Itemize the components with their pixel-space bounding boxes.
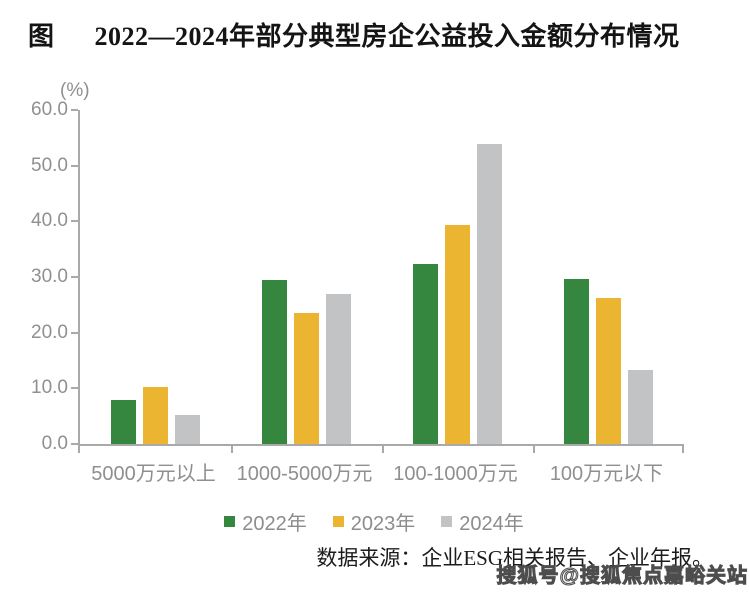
bar-2024年 <box>326 294 351 444</box>
legend-swatch <box>224 516 236 527</box>
y-tick <box>71 109 78 111</box>
y-tick-label: 0.0 <box>41 433 68 454</box>
y-axis-unit-label: (%) <box>60 80 90 101</box>
y-tick <box>71 164 78 167</box>
x-axis-labels: 5000万元以上 1000-5000万元 100-1000万元 100万元以下 <box>78 457 682 486</box>
legend-label: 2024年 <box>459 513 524 535</box>
legend-swatch <box>332 516 344 527</box>
legend-item: 2024年 <box>441 507 524 536</box>
y-tick-label: 10.0 <box>31 377 68 399</box>
y-tick-label: 50.0 <box>31 154 68 176</box>
bar-2022年 <box>564 279 589 444</box>
legend-label: 2022年 <box>242 513 307 535</box>
bar-group <box>80 110 231 444</box>
legend-item: 2023年 <box>332 507 416 536</box>
y-tick-label: 30.0 <box>31 266 68 287</box>
y-tick <box>71 276 78 278</box>
y-tick <box>71 220 78 223</box>
x-tick <box>682 445 684 453</box>
bar-group <box>231 110 382 444</box>
bar-2023年 <box>294 312 319 444</box>
legend-item: 2022年 <box>224 507 307 536</box>
bar-group <box>533 110 684 444</box>
y-tick <box>71 387 78 390</box>
x-tick <box>78 445 80 453</box>
bar-2022年 <box>413 263 438 444</box>
x-tick <box>382 445 384 453</box>
data-source: 数据来源：企业ESG相关报告、企业年报。 <box>316 546 713 570</box>
bar-2024年 <box>628 370 653 444</box>
x-axis-label: 5000万元以上 <box>91 463 216 485</box>
legend-label: 2023年 <box>350 513 416 535</box>
watermark: 搜狐号@搜狐焦点嘉峪关站 <box>496 565 748 588</box>
x-tick <box>231 445 233 453</box>
title-prefix: 图 <box>28 22 55 51</box>
bar-2024年 <box>175 414 200 444</box>
plot-area: 60.0 50.0 40.0 30.0 20.0 10.0 0.0 <box>31 99 684 454</box>
bar-2024年 <box>477 144 502 444</box>
y-tick <box>71 443 78 445</box>
y-tick-label: 60.0 <box>31 99 68 120</box>
y-tick <box>71 331 78 334</box>
x-axis-label: 100万元以下 <box>549 463 664 485</box>
bar-2023年 <box>596 298 621 444</box>
legend: 2022年 2023年 2024年 <box>78 507 670 536</box>
y-tick-label: 20.0 <box>31 321 68 343</box>
x-axis-label: 1000-5000万元 <box>236 463 373 485</box>
x-axis-label: 100-1000万元 <box>393 463 518 485</box>
y-tick-label: 40.0 <box>31 210 68 232</box>
x-tick <box>533 445 535 453</box>
bar-2022年 <box>111 400 136 444</box>
title-row: 图 2022—2024年部分典型房企公益投入金额分布情况 <box>28 16 680 53</box>
bar-2022年 <box>262 279 287 444</box>
bar-2023年 <box>445 224 470 444</box>
legend-swatch <box>441 516 453 527</box>
bar-group <box>382 110 533 444</box>
page-title: 2022—2024年部分典型房企公益投入金额分布情况 <box>94 22 680 51</box>
bar-2023年 <box>143 386 168 444</box>
